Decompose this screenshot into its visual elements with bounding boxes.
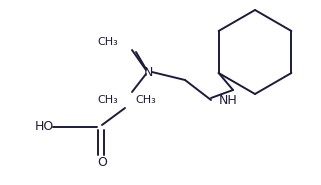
Text: CH₃: CH₃ <box>97 37 118 47</box>
Text: O: O <box>97 157 107 169</box>
Text: N: N <box>143 65 153 78</box>
Text: CH₃: CH₃ <box>97 95 118 105</box>
Text: CH₃: CH₃ <box>135 95 156 105</box>
Text: HO: HO <box>35 120 54 134</box>
Text: NH: NH <box>219 93 238 107</box>
